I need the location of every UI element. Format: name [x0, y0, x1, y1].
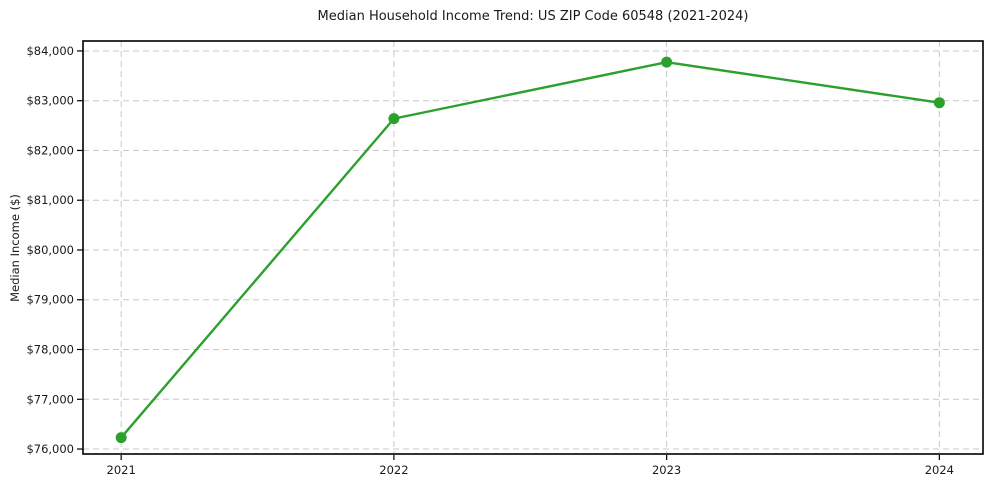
data-point-2021	[115, 432, 127, 444]
y-tick-label: $78,000	[26, 343, 74, 357]
y-tick-label: $84,000	[26, 44, 74, 58]
data-point-2024	[933, 97, 945, 109]
y-axis-label: Median Income ($)	[8, 194, 22, 302]
x-tick-label: 2024	[925, 463, 954, 477]
trend-line	[119, 60, 941, 439]
chart-title: Median Household Income Trend: US ZIP Co…	[317, 9, 749, 24]
y-tick-label: $81,000	[26, 193, 74, 207]
y-tick-label: $82,000	[26, 143, 74, 157]
x-tick-label: 2021	[107, 463, 136, 477]
x-tick-label: 2022	[379, 463, 408, 477]
y-tick-label: $83,000	[26, 94, 74, 108]
y-tick-label: $80,000	[26, 243, 74, 257]
data-point-2022	[388, 113, 400, 125]
y-tick-label: $79,000	[26, 293, 74, 307]
data-point-2023	[661, 56, 673, 68]
y-tick-label: $77,000	[26, 392, 74, 406]
x-tick-label: 2023	[652, 463, 681, 477]
y-tick-label: $76,000	[26, 442, 74, 456]
plot-border	[82, 40, 984, 455]
